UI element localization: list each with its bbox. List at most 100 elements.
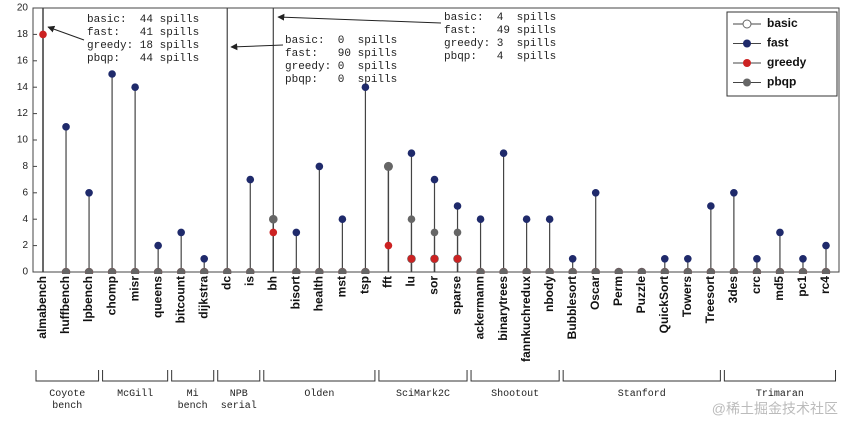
y-tick-label: 12 (17, 108, 29, 119)
stem-marker (545, 268, 554, 274)
stem-marker (522, 215, 531, 223)
stem-marker (338, 268, 347, 274)
stem-marker (568, 268, 577, 274)
annotation-line: greedy: 0 spills (285, 61, 397, 73)
x-tick-label: huffbench (58, 276, 72, 334)
annotation-line: fast: 49 spills (444, 25, 556, 37)
x-tick-label: Oscar (588, 276, 602, 310)
stem-marker (776, 268, 784, 274)
x-tick-label: bh (265, 276, 279, 291)
annotation-arrow (230, 43, 284, 51)
stem-marker (338, 215, 347, 223)
stem-marker (154, 268, 162, 274)
stem-marker (476, 215, 485, 223)
x-tick-label: bisort (288, 276, 302, 309)
x-tick-label: is (242, 276, 256, 286)
stem-marker (753, 268, 761, 274)
y-tick-label: 14 (17, 82, 29, 93)
group-label: NPB serial (221, 389, 257, 412)
annotation-line: greedy: 18 spills (87, 40, 199, 52)
stem-marker (361, 83, 370, 91)
x-tick-label: ackermann (473, 276, 487, 339)
x-tick-label: rc4 (818, 276, 832, 294)
stem-marker (200, 254, 209, 263)
x-tick-label: lpbench (81, 276, 95, 322)
y-tick-label: 2 (22, 240, 28, 251)
legend-label: basic (767, 16, 798, 30)
group-label: Shootout (491, 388, 539, 400)
x-tick-label: chomp (104, 276, 118, 315)
stem-marker (85, 268, 93, 274)
stem-marker (39, 30, 47, 39)
group-bracket (171, 370, 215, 382)
x-tick-label: mst (335, 276, 349, 297)
stem-marker (499, 149, 508, 157)
group-bracket (102, 370, 169, 382)
stem-marker (776, 228, 784, 237)
x-tick-label: binarytrees (496, 276, 510, 341)
x-tick-label: Perm (611, 276, 625, 306)
stem-marker (822, 241, 830, 250)
stem-marker (684, 254, 692, 263)
watermark: @稀土掘金技术社区 (712, 401, 838, 417)
x-tick-label: pc1 (795, 276, 809, 297)
group-bracket (35, 370, 100, 382)
stem-marker (62, 268, 70, 274)
group-label: McGill (117, 388, 153, 400)
group-bracket (562, 370, 721, 382)
stem-marker (108, 268, 116, 274)
x-tick-label: fft (381, 276, 395, 288)
x-tick-label: sparse (450, 276, 464, 315)
stem-marker (522, 268, 531, 274)
stem-marker (453, 228, 462, 237)
stem-marker (131, 268, 139, 274)
stem-marker (545, 215, 554, 223)
stem-marker (660, 254, 669, 263)
legend-marker (743, 78, 751, 87)
x-tick-label: misr (127, 276, 141, 302)
stem-marker (315, 162, 324, 171)
x-tick-label: dijkstra (196, 276, 210, 319)
stem-marker (269, 215, 278, 223)
group-label: Coyote bench (49, 389, 85, 412)
stem-marker (200, 268, 209, 274)
y-tick-label: 4 (22, 214, 28, 225)
annotation-line: pbqp: 44 spills (87, 53, 199, 65)
stem-marker (568, 254, 577, 263)
y-tick-label: 20 (17, 3, 29, 14)
plot-area (39, 8, 831, 274)
x-tick-label: queens (150, 276, 164, 318)
group-bracket (470, 370, 560, 382)
x-tick-label: dc (219, 276, 233, 290)
y-tick-label: 6 (22, 187, 28, 198)
stem-marker (730, 268, 738, 274)
stem-marker (246, 268, 255, 274)
group-label: Trimaran (756, 388, 804, 400)
group-bracket (723, 370, 837, 382)
stem-marker (453, 254, 462, 263)
annotation-arrow (277, 13, 442, 24)
annotation-line: pbqp: 0 spills (285, 74, 397, 86)
x-tick-label: health (312, 276, 326, 311)
stem-marker (430, 254, 439, 263)
x-tick-label: almabench (35, 276, 49, 339)
annotation-line: fast: 41 spills (87, 27, 199, 39)
stem-marker (292, 228, 301, 237)
stem-marker (407, 149, 416, 157)
legend-label: pbqp (767, 75, 796, 89)
stem-marker (684, 268, 692, 274)
x-tick-label: md5 (772, 276, 786, 301)
stem-marker (591, 189, 600, 197)
stem-marker (407, 254, 416, 263)
x-tick-label: Treesort (703, 276, 717, 323)
x-tick-label: tsp (358, 276, 372, 294)
stem-marker (730, 189, 738, 197)
stem-marker (246, 175, 255, 184)
stem-marker (453, 202, 462, 210)
annotation-line: basic: 0 spills (285, 35, 397, 47)
group-bracket (378, 370, 468, 382)
stem-marker (799, 254, 807, 263)
stem-marker (384, 241, 393, 250)
annotation-line: pbqp: 4 spills (444, 51, 556, 63)
